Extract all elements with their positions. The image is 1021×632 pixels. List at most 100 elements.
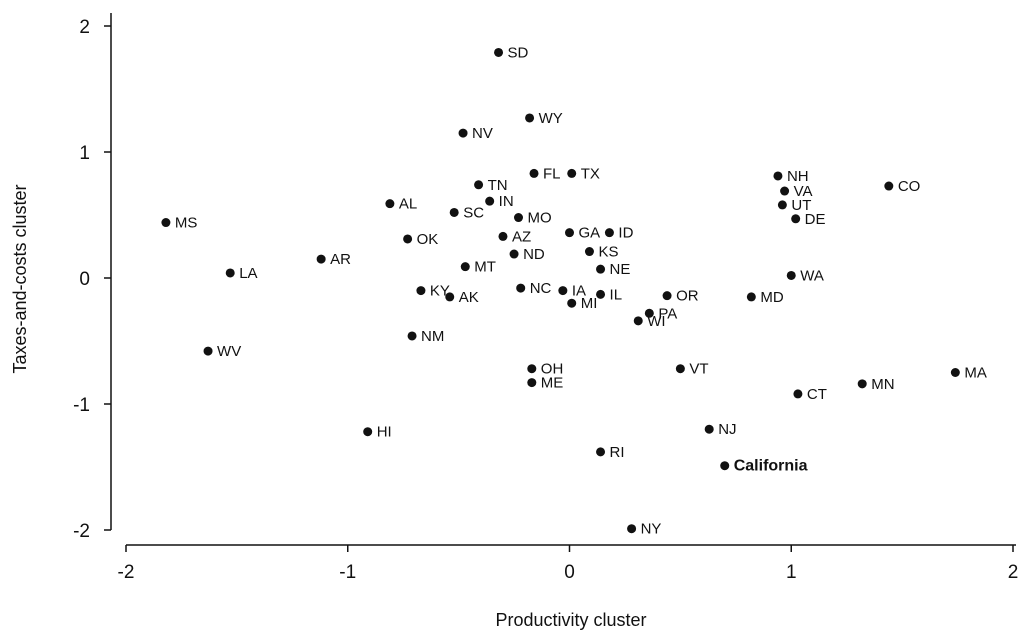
data-point <box>584 247 594 257</box>
point-label: ND <box>523 246 545 263</box>
point-label: AR <box>330 251 351 268</box>
point-label: ID <box>618 225 633 242</box>
data-point <box>884 181 894 191</box>
y-axis-title: Taxes-and-costs cluster <box>10 184 30 373</box>
point-label: TX <box>581 165 600 182</box>
x-axis-title: Productivity cluster <box>495 610 646 630</box>
point-label: MT <box>474 259 496 276</box>
data-point <box>633 316 643 326</box>
data-point-group: UT <box>777 197 811 214</box>
point-label: TN <box>488 177 508 194</box>
data-point-group: AK <box>445 289 479 306</box>
data-point-group: NV <box>458 125 493 142</box>
data-point <box>498 231 508 241</box>
point-label: RI <box>610 444 625 461</box>
x-tick-label: 2 <box>1008 562 1019 583</box>
point-label: MN <box>871 376 894 393</box>
data-point <box>791 214 801 224</box>
data-point <box>662 291 672 301</box>
data-point-group: MS <box>161 215 197 232</box>
data-point-group: AR <box>316 251 351 268</box>
point-label: MD <box>760 289 783 306</box>
data-point-group: NJ <box>704 421 737 438</box>
data-point <box>644 308 654 318</box>
point-label: AK <box>459 289 479 306</box>
data-point-group: CO <box>884 178 920 195</box>
data-point <box>513 213 523 223</box>
x-tick-label: -2 <box>118 562 135 583</box>
data-point <box>675 364 685 374</box>
data-point-group: VT <box>675 361 709 378</box>
point-label: NJ <box>718 421 736 438</box>
data-point-group: OK <box>403 231 438 248</box>
data-point-group: GA <box>565 225 600 242</box>
x-tick-label: -1 <box>339 562 356 583</box>
data-point-group: NH <box>773 168 809 185</box>
data-point-group: IL <box>596 286 622 303</box>
data-point <box>558 286 568 296</box>
data-point-group: MT <box>460 259 496 276</box>
data-point-group: MN <box>857 376 895 393</box>
data-point <box>458 128 468 138</box>
point-label: MA <box>964 365 987 382</box>
point-label: CO <box>898 178 921 195</box>
axes: -2 -1 0 1 2 -2 -1 0 1 2 <box>73 13 1018 583</box>
data-point-group: ID <box>604 225 634 242</box>
point-label: OR <box>676 288 699 305</box>
y-tick-label: -1 <box>73 395 90 416</box>
point-label: California <box>734 458 808 475</box>
point-label: MI <box>581 295 598 312</box>
point-label: IL <box>610 286 623 303</box>
data-point-group: NM <box>407 328 444 345</box>
data-point-group: DE <box>791 211 826 228</box>
point-label: WI <box>647 313 665 330</box>
point-label: VA <box>794 183 813 200</box>
data-point <box>604 228 614 238</box>
data-point-group: MO <box>513 210 552 227</box>
data-point-group: TN <box>474 177 508 194</box>
point-label: VT <box>689 361 708 378</box>
data-point-group: WY <box>525 110 563 127</box>
point-label: KY <box>430 283 450 300</box>
data-point-group: SD <box>494 44 529 61</box>
data-point <box>529 168 539 178</box>
data-point <box>527 364 537 374</box>
point-label: NV <box>472 125 493 142</box>
data-point <box>203 346 213 356</box>
data-point-group: HI <box>363 424 392 441</box>
data-point <box>780 186 790 196</box>
data-point-group: WV <box>203 343 241 360</box>
data-point-group: AZ <box>498 228 531 245</box>
data-point-group: OH <box>527 361 563 378</box>
point-label: MS <box>175 215 198 232</box>
data-point <box>385 199 395 209</box>
point-label: NM <box>421 328 444 345</box>
point-label: HI <box>377 424 392 441</box>
point-label: WA <box>800 267 824 284</box>
data-point-group: IN <box>485 193 514 210</box>
data-point <box>485 196 495 206</box>
data-point <box>793 389 803 399</box>
data-point-group: VA <box>780 183 813 200</box>
data-point-group: OR <box>662 288 699 305</box>
data-point-group: KS <box>584 244 618 261</box>
data-point <box>565 228 574 238</box>
data-point <box>746 292 756 302</box>
x-axis-ticks: -2 -1 0 1 2 <box>118 545 1019 583</box>
data-point-group: NC <box>516 280 552 297</box>
data-point-group: FL <box>529 165 561 182</box>
data-point <box>161 218 171 228</box>
y-axis-ticks: -2 -1 0 1 2 <box>73 17 111 542</box>
data-point <box>407 331 417 341</box>
point-label: OK <box>417 231 439 248</box>
data-point-group: ND <box>509 246 545 263</box>
data-point <box>567 298 577 308</box>
data-point <box>509 249 519 259</box>
point-label: NH <box>787 168 809 185</box>
point-label: LA <box>239 265 257 282</box>
point-label: OH <box>541 361 564 378</box>
data-point <box>857 379 867 389</box>
data-point-group: MA <box>950 365 987 382</box>
data-point <box>460 262 470 272</box>
